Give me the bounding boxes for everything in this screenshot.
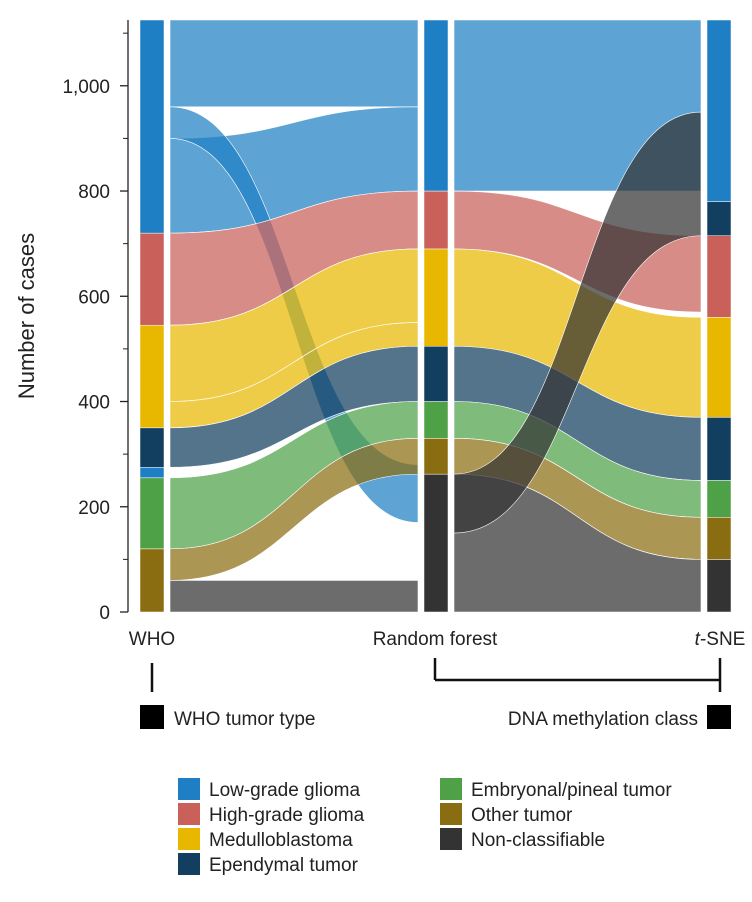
column-label-tsne: t-SNE bbox=[695, 629, 746, 650]
y-tick-label-1000: 1,000 bbox=[62, 77, 110, 98]
legend-swatch-other-tumor bbox=[440, 803, 462, 825]
legend-swatch-ependymal-tumor bbox=[178, 853, 200, 875]
who-tumor-type-marker bbox=[140, 705, 164, 729]
bar-segment-who-low-grade-glioma-6 bbox=[139, 19, 165, 234]
legend-swatch-non-classifiable bbox=[440, 828, 462, 850]
flow-who-rf-non-classifiable-9 bbox=[169, 580, 419, 613]
legend-label-medulloblastoma: Medulloblastoma bbox=[209, 830, 353, 851]
bar-segment-t-sne-ependymal-tumor-3 bbox=[706, 417, 732, 481]
bracket-dna-methylation bbox=[433, 658, 722, 692]
bar-segment-t-sne-non-classifiable-0 bbox=[706, 559, 732, 613]
bar-segment-random-forest-medulloblastoma-4 bbox=[423, 248, 449, 347]
bar-segment-who-ependymal-tumor-3 bbox=[139, 427, 165, 468]
bar-segment-random-forest-low-grade-glioma-6 bbox=[423, 19, 449, 192]
flow-rf-tsne-non-classifiable-6 bbox=[453, 473, 702, 613]
column-label-who: WHO bbox=[129, 629, 175, 650]
bar-segment-t-sne-ependymal-tumor-6 bbox=[706, 201, 732, 237]
bar-segment-t-sne-high-grade-glioma-5 bbox=[706, 235, 732, 318]
stacked-bars-layer bbox=[139, 19, 732, 613]
bar-segment-who-embryonal-pineal-tumor-1 bbox=[139, 477, 165, 550]
legend-label-low-grade-glioma: Low-grade glioma bbox=[209, 780, 360, 801]
y-tick-label-400: 400 bbox=[78, 393, 110, 414]
legend-swatch-low-grade-glioma bbox=[178, 778, 200, 800]
y-tick-label-0: 0 bbox=[99, 603, 110, 624]
legend-label-embryonal-pineal-tumor: Embryonal/pineal tumor bbox=[471, 780, 672, 801]
legend: Low-grade glioma High-grade glioma Medullo… bbox=[178, 778, 672, 876]
flow-who-rf-low-grade-glioma-0 bbox=[169, 19, 419, 108]
legend-label-other-tumor: Other tumor bbox=[471, 805, 573, 826]
legend-label-high-grade-glioma: High-grade glioma bbox=[209, 805, 365, 826]
dna-methylation-class-label: DNA methylation class bbox=[508, 709, 698, 730]
legend-swatch-medulloblastoma bbox=[178, 828, 200, 850]
y-tick-label-800: 800 bbox=[78, 182, 110, 203]
legend-label-ependymal-tumor: Ependymal tumor bbox=[209, 855, 359, 876]
bar-segment-random-forest-ependymal-tumor-3 bbox=[423, 346, 449, 402]
y-tick-label-600: 600 bbox=[78, 287, 110, 308]
bar-segment-t-sne-low-grade-glioma-7 bbox=[706, 19, 732, 202]
y-axis-label: Number of cases bbox=[14, 233, 39, 399]
bar-segment-who-other-tumor-0 bbox=[139, 548, 165, 613]
bar-segment-random-forest-high-grade-glioma-5 bbox=[423, 190, 449, 250]
y-axis: 0 200 400 600 800 1,000 bbox=[62, 20, 129, 624]
legend-swatch-high-grade-glioma bbox=[178, 803, 200, 825]
bar-segment-random-forest-other-tumor-1 bbox=[423, 438, 449, 475]
dna-methylation-class-marker bbox=[707, 705, 731, 729]
bar-segment-t-sne-embryonal-pineal-tumor-2 bbox=[706, 480, 732, 518]
bar-segment-who-medulloblastoma-4 bbox=[139, 324, 165, 429]
legend-swatch-embryonal-pineal-tumor bbox=[440, 778, 462, 800]
bar-segment-t-sne-medulloblastoma-4 bbox=[706, 317, 732, 418]
column-label-random-forest: Random forest bbox=[373, 629, 498, 650]
y-tick-label-200: 200 bbox=[78, 498, 110, 519]
bar-segment-who-low-grade-glioma-2 bbox=[139, 467, 165, 479]
bar-segment-random-forest-non-classifiable-0 bbox=[423, 473, 449, 613]
bar-segment-who-high-grade-glioma-5 bbox=[139, 232, 165, 326]
bar-segment-t-sne-other-tumor-1 bbox=[706, 517, 732, 560]
who-tumor-type-label: WHO tumor type bbox=[174, 709, 315, 730]
bar-segment-random-forest-embryonal-pineal-tumor-2 bbox=[423, 401, 449, 439]
legend-label-non-classifiable: Non-classifiable bbox=[471, 830, 605, 851]
